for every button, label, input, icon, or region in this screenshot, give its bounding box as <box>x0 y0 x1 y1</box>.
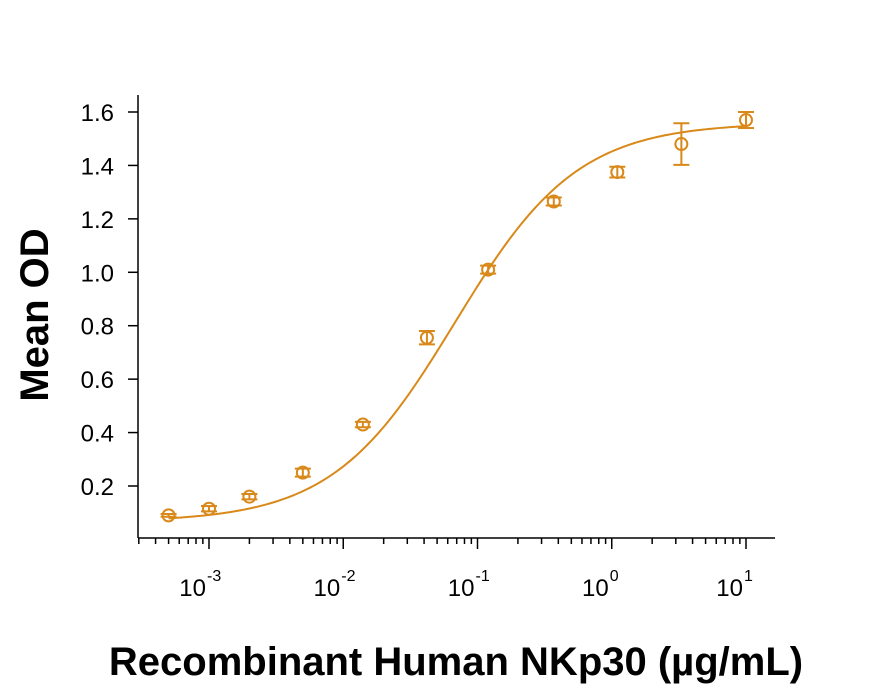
data-point <box>673 122 690 166</box>
x-tick-exponent: -3 <box>207 568 221 585</box>
y-tick-label: 1.2 <box>81 207 114 234</box>
data-point <box>241 489 258 504</box>
x-tick-base: 10 <box>582 575 609 602</box>
point-marker <box>202 501 216 516</box>
y-axis-title: Mean OD <box>13 228 57 401</box>
data-point <box>160 508 177 523</box>
point-marker <box>610 165 625 180</box>
plot-area <box>160 111 754 523</box>
data-point <box>201 501 217 516</box>
point-marker <box>161 508 176 523</box>
x-tick-base: 10 <box>716 575 743 602</box>
x-tick-base: 10 <box>314 575 341 602</box>
x-tick-exponent: 0 <box>610 568 619 585</box>
point-marker <box>674 137 689 152</box>
point-marker <box>355 417 370 432</box>
point-marker <box>242 489 257 504</box>
x-tick-exponent: -1 <box>476 568 490 585</box>
x-tick-label: 10 1 <box>716 568 753 602</box>
data-point <box>418 330 435 346</box>
x-tick-exponent: 1 <box>744 568 753 585</box>
point-marker <box>295 465 310 480</box>
point-marker <box>481 262 496 277</box>
data-point <box>480 262 497 277</box>
y-ticks: 0.2 0.4 0.6 0.8 1.0 1.2 1.4 1.6 <box>81 100 138 501</box>
point-marker <box>739 113 753 128</box>
y-tick-label: 0.2 <box>81 474 114 501</box>
x-tick-label: 10 -1 <box>448 568 490 602</box>
point-marker <box>546 194 561 209</box>
y-tick-label: 0.4 <box>81 421 114 448</box>
x-ticks: 10 -3 10 -2 10 -1 10 0 10 1 <box>138 538 753 602</box>
x-tick-label: 10 -2 <box>314 568 356 602</box>
y-tick-label: 1.6 <box>81 100 114 127</box>
x-axis: 10 -3 10 -2 10 -1 10 0 10 1 <box>138 537 775 602</box>
x-axis-title: Recombinant Human NKp30 (µg/mL) <box>109 640 803 684</box>
y-tick-label: 1.0 <box>81 260 114 287</box>
y-tick-label: 0.8 <box>81 314 114 341</box>
x-tick-exponent: -2 <box>341 568 355 585</box>
data-points <box>160 111 754 523</box>
data-point <box>609 165 626 180</box>
data-point <box>294 465 311 480</box>
x-tick-base: 10 <box>448 575 475 602</box>
data-point <box>738 111 754 130</box>
x-tick-label: 10 -3 <box>179 568 221 602</box>
y-tick-label: 1.4 <box>81 153 114 180</box>
y-axis: 0.2 0.4 0.6 0.8 1.0 1.2 1.4 1.6 <box>81 95 139 538</box>
data-point <box>354 417 371 432</box>
fit-curve <box>168 125 747 520</box>
data-point <box>545 194 562 209</box>
point-marker <box>419 330 434 345</box>
x-tick-base: 10 <box>179 575 206 602</box>
y-tick-label: 0.6 <box>81 367 114 394</box>
x-tick-label: 10 0 <box>582 568 619 602</box>
